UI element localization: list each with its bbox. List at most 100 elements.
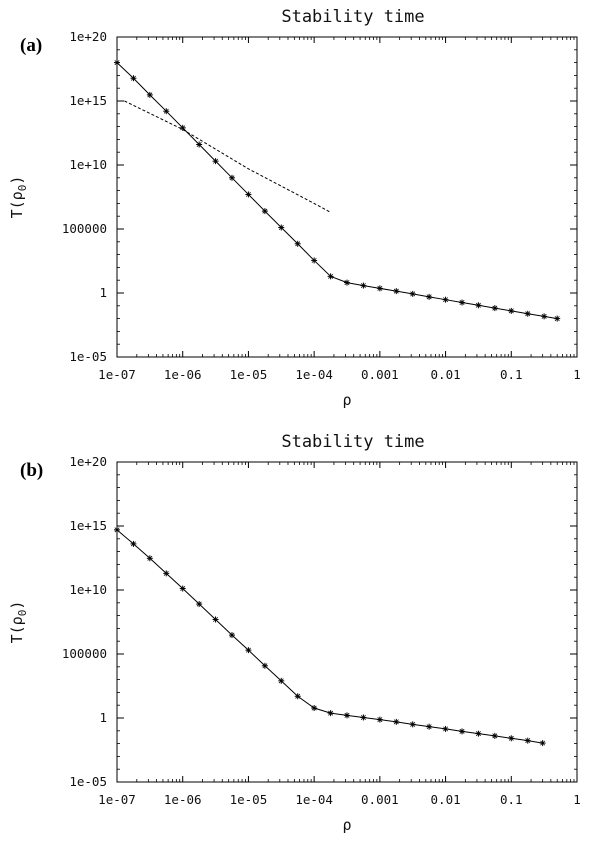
data-point-d2 xyxy=(554,316,560,322)
data-point-d2 xyxy=(328,710,334,716)
data-point-d2 xyxy=(147,92,153,98)
data-point-d2 xyxy=(295,693,301,699)
x-tick-label: 1e-07 xyxy=(98,367,136,382)
y-axis-label: T(ρ0) xyxy=(8,176,29,219)
data-point-d2 xyxy=(114,527,120,533)
y-tick-label: 1e+20 xyxy=(69,29,107,44)
data-point xyxy=(311,257,318,264)
x-tick-label: 1e-04 xyxy=(295,792,333,807)
data-point-d2 xyxy=(196,142,202,147)
chart-title: Stability time xyxy=(281,432,424,452)
x-tick-label: 1 xyxy=(573,792,581,807)
data-point xyxy=(475,302,482,309)
data-point xyxy=(491,732,498,739)
data-point-d2 xyxy=(459,728,465,734)
data-point-d2 xyxy=(426,724,432,730)
x-tick-label: 1e-04 xyxy=(295,367,333,382)
data-point-d2 xyxy=(311,705,317,711)
data-point xyxy=(114,59,120,66)
y-tick-label: 100000 xyxy=(62,221,107,236)
data-point xyxy=(327,273,334,280)
data-point-d2 xyxy=(163,570,169,576)
data-point-d2 xyxy=(377,285,383,291)
data-point-d2 xyxy=(114,60,120,66)
x-tick-label: 1e-07 xyxy=(98,792,136,807)
y-tick-label: 1e+15 xyxy=(69,93,107,108)
data-point xyxy=(130,540,137,547)
x-tick-label: 0.1 xyxy=(500,367,523,382)
data-point xyxy=(524,310,531,317)
data-point-d2 xyxy=(344,280,350,286)
data-point-d2 xyxy=(311,257,317,263)
data-point xyxy=(409,721,416,728)
x-tick-label: 0.001 xyxy=(361,792,399,807)
plot-frame xyxy=(116,461,578,783)
data-point-d2 xyxy=(540,740,546,746)
plot-frame xyxy=(116,36,578,358)
data-point xyxy=(393,718,400,725)
data-point-d2 xyxy=(541,313,547,319)
data-point xyxy=(163,570,170,577)
chart-title: Stability time xyxy=(281,7,424,27)
x-axis-label: ρ xyxy=(342,391,351,409)
data-point-d2 xyxy=(443,297,449,303)
data-point xyxy=(261,208,268,215)
data-point-d2 xyxy=(393,288,399,294)
y-axis-label-subscript: 0 xyxy=(16,185,29,192)
data-point-d2 xyxy=(377,717,383,723)
data-point xyxy=(212,158,219,165)
data-point xyxy=(245,647,252,654)
y-tick-label: 1 xyxy=(99,710,107,725)
data-point xyxy=(426,723,433,730)
data-point-d2 xyxy=(245,191,251,197)
x-tick-label: 1e-05 xyxy=(230,792,268,807)
data-point xyxy=(376,716,383,723)
y-tick-label: 100000 xyxy=(62,646,107,661)
data-point-d2 xyxy=(328,273,334,279)
data-point xyxy=(163,108,170,115)
data-point xyxy=(475,730,482,737)
data-point xyxy=(409,290,416,297)
data-point xyxy=(442,296,449,303)
data-point xyxy=(311,705,318,712)
x-tick-label: 1e-05 xyxy=(230,367,268,382)
data-point-d2 xyxy=(459,300,465,306)
data-point-d2 xyxy=(295,241,301,247)
data-point xyxy=(508,307,515,314)
data-point-d2 xyxy=(229,175,235,181)
data-point-d2 xyxy=(344,712,350,718)
data-point xyxy=(196,601,203,608)
panel-label: (b) xyxy=(20,460,43,481)
data-point-d2 xyxy=(360,283,366,289)
data-point-d2 xyxy=(508,308,514,314)
y-tick-label: 1e-05 xyxy=(69,774,107,789)
chart-panel-a: Stability time (a) 1e-07 1e-06 1e-05 1e-04 0.0… xyxy=(8,7,581,409)
data-point-d2 xyxy=(213,616,219,622)
data-point xyxy=(360,282,367,289)
y-tick-label: 1 xyxy=(99,285,107,300)
data-point-d2 xyxy=(410,721,416,727)
data-point-d2 xyxy=(475,731,481,737)
data-point xyxy=(294,693,301,700)
x-tick-label: 1e-06 xyxy=(164,792,202,807)
data-point xyxy=(294,240,301,247)
data-point-d2 xyxy=(147,555,153,561)
chart-b-svg: Stability time (b) 1e-07 1e-06 1e-05 1e-04 0.0… xyxy=(8,432,581,834)
data-point-d2 xyxy=(130,75,136,81)
data-point xyxy=(393,288,400,295)
chart-a-svg: Stability time (a) 1e-07 1e-06 1e-05 1e-04 0.0… xyxy=(8,7,581,409)
data-point-d2 xyxy=(245,647,251,653)
data-point-d2 xyxy=(508,735,514,741)
data-point-d2 xyxy=(163,108,169,114)
data-point xyxy=(130,75,137,82)
data-point-d2 xyxy=(278,678,284,684)
y-axis-label-close: ) xyxy=(8,601,26,610)
y-axis-label-close: ) xyxy=(8,176,26,185)
x-tick-label: 0.1 xyxy=(500,792,523,807)
data-point-d2 xyxy=(262,663,268,669)
data-point xyxy=(541,313,548,320)
x-tick-label: 0.001 xyxy=(361,367,399,382)
y-tick-label: 1e+10 xyxy=(69,582,107,597)
y-axis-label-main: T(ρ xyxy=(8,191,26,218)
data-point xyxy=(228,174,235,181)
